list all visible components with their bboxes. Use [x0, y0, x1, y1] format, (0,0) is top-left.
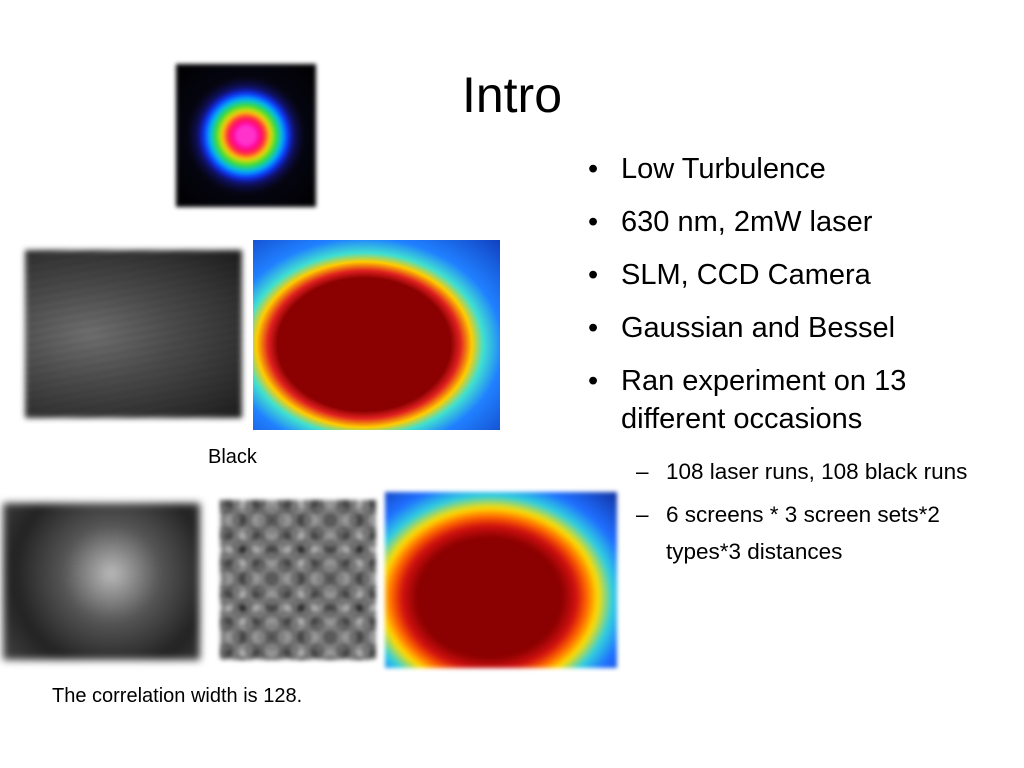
sub-bullet: 6 screens * 3 screen sets*2 types*3 dist…: [636, 496, 1011, 570]
image-label: Black: [208, 446, 257, 468]
heatmap-image: [253, 240, 500, 430]
slide-title: Intro: [461, 67, 563, 123]
sub-bullet: 108 laser runs, 108 black runs: [636, 453, 1011, 490]
camera-image: [3, 503, 200, 660]
bullet: Low Turbulence: [588, 150, 1011, 188]
bullet: SLM, CCD Camera: [588, 256, 1011, 294]
heatmap-image: [385, 492, 617, 668]
bullet: 630 nm, 2mW laser: [588, 203, 1011, 241]
bullet: Gaussian and Bessel: [588, 309, 1011, 347]
caption: The correlation width is 128.: [52, 685, 303, 707]
camera-image: [25, 250, 242, 418]
gaussian-beam-image: [176, 64, 316, 207]
noise-screen-image: [220, 500, 376, 660]
bullet-list: Low Turbulence 630 nm, 2mW laser SLM, CCD …: [588, 150, 1018, 570]
bullet: Ran experiment on 13 different occasions: [588, 362, 1011, 438]
